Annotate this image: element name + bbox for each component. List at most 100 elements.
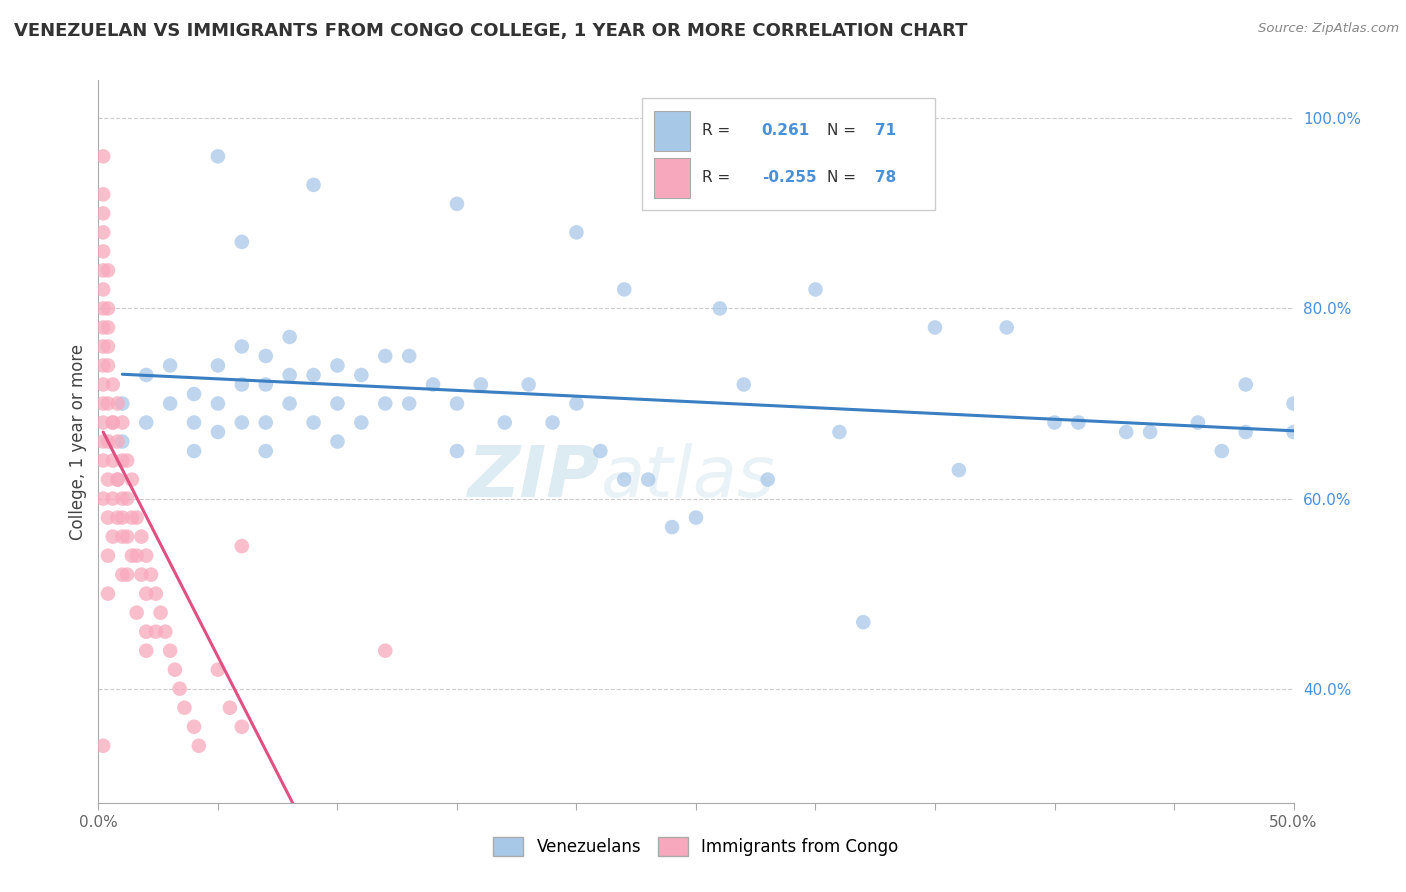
Point: [374, 396, 396, 410]
Point: [446, 444, 468, 458]
Point: [207, 663, 229, 677]
Point: [163, 663, 186, 677]
Point: [231, 235, 253, 249]
Point: [398, 396, 420, 410]
Point: [91, 320, 114, 334]
Point: [139, 567, 162, 582]
Point: [1282, 396, 1305, 410]
Point: [254, 444, 277, 458]
Point: [97, 263, 120, 277]
Point: [661, 520, 683, 534]
Point: [1211, 444, 1233, 458]
Text: R =: R =: [702, 170, 730, 186]
Point: [173, 700, 195, 714]
Point: [97, 587, 120, 601]
Text: N =: N =: [827, 170, 856, 186]
Point: [350, 416, 373, 430]
Text: Source: ZipAtlas.com: Source: ZipAtlas.com: [1258, 22, 1399, 36]
Point: [111, 530, 134, 544]
Point: [1282, 425, 1305, 439]
Point: [924, 320, 946, 334]
Point: [91, 339, 114, 353]
Text: 71: 71: [876, 123, 897, 138]
Point: [231, 720, 253, 734]
Point: [145, 624, 167, 639]
Point: [91, 739, 114, 753]
Point: [326, 396, 349, 410]
Point: [91, 416, 114, 430]
Point: [101, 530, 124, 544]
Text: 0.261: 0.261: [762, 123, 810, 138]
Point: [494, 416, 516, 430]
Text: atlas: atlas: [600, 443, 775, 512]
Point: [115, 567, 138, 582]
Point: [685, 510, 707, 524]
Point: [91, 491, 114, 506]
Point: [1139, 425, 1161, 439]
Point: [254, 349, 277, 363]
Point: [111, 453, 134, 467]
Point: [97, 434, 120, 449]
Point: [91, 359, 114, 373]
Point: [852, 615, 875, 630]
Point: [422, 377, 444, 392]
Point: [135, 549, 157, 563]
Point: [302, 416, 325, 430]
Point: [948, 463, 970, 477]
Point: [115, 530, 138, 544]
Point: [101, 453, 124, 467]
Point: [135, 368, 157, 382]
Point: [107, 434, 129, 449]
Text: ZIP: ZIP: [468, 443, 600, 512]
Point: [91, 396, 114, 410]
Point: [302, 368, 325, 382]
Point: [254, 377, 277, 392]
Point: [1234, 377, 1257, 392]
Point: [101, 377, 124, 392]
Point: [733, 377, 755, 392]
Point: [183, 444, 205, 458]
Point: [231, 377, 253, 392]
Text: -0.255: -0.255: [762, 170, 817, 186]
Point: [131, 530, 153, 544]
Point: [589, 444, 612, 458]
Point: [111, 416, 134, 430]
Text: N =: N =: [827, 123, 856, 138]
Point: [326, 434, 349, 449]
Point: [135, 587, 157, 601]
Point: [91, 263, 114, 277]
Point: [101, 491, 124, 506]
Point: [97, 510, 120, 524]
Point: [125, 606, 148, 620]
Point: [278, 396, 301, 410]
Point: [107, 473, 129, 487]
Point: [1043, 416, 1066, 430]
Point: [470, 377, 492, 392]
Point: [159, 359, 181, 373]
Point: [231, 339, 253, 353]
Point: [121, 473, 143, 487]
Point: [231, 416, 253, 430]
Point: [517, 377, 540, 392]
Point: [219, 700, 242, 714]
FancyBboxPatch shape: [643, 98, 935, 211]
Point: [145, 587, 167, 601]
Point: [107, 473, 129, 487]
Point: [91, 282, 114, 296]
Point: [446, 197, 468, 211]
Point: [91, 187, 114, 202]
Point: [121, 510, 143, 524]
Point: [91, 453, 114, 467]
Point: [91, 434, 114, 449]
Point: [446, 396, 468, 410]
Point: [97, 320, 120, 334]
Point: [125, 549, 148, 563]
Text: VENEZUELAN VS IMMIGRANTS FROM CONGO COLLEGE, 1 YEAR OR MORE CORRELATION CHART: VENEZUELAN VS IMMIGRANTS FROM CONGO COLL…: [14, 22, 967, 40]
Point: [115, 491, 138, 506]
Point: [231, 539, 253, 553]
Legend: Venezuelans, Immigrants from Congo: Venezuelans, Immigrants from Congo: [486, 830, 905, 863]
Point: [101, 416, 124, 430]
Point: [135, 416, 157, 430]
Point: [115, 453, 138, 467]
Point: [709, 301, 731, 316]
